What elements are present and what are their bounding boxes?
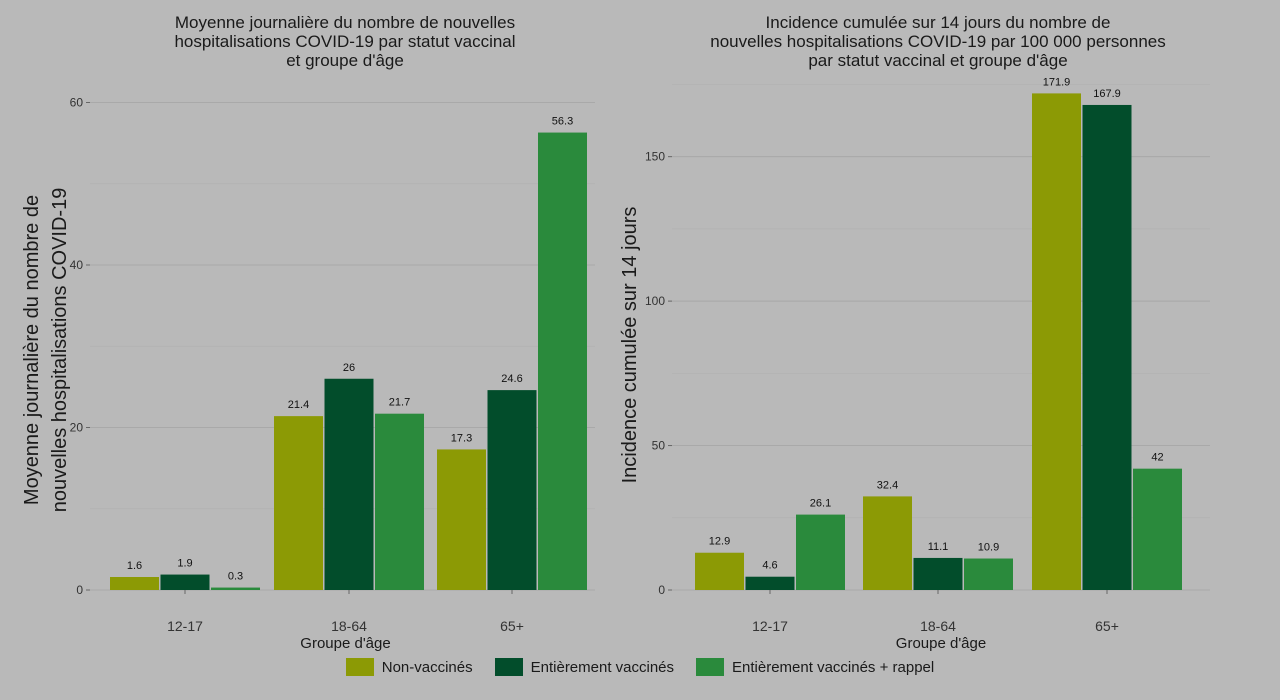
chart-1-x-tick-label-0: 12-17 <box>752 618 788 634</box>
chart-0-data-label-12-17-0: 1.6 <box>127 560 142 572</box>
chart-0-bar-65+-2 <box>538 132 587 590</box>
legend-label-entierement-vaccines: Entièrement vaccinés <box>530 658 675 676</box>
chart-1-y-tick-label-0: 0 <box>658 583 665 597</box>
chart-0-title-line-2: et groupe d'âge <box>286 51 404 70</box>
chart-1-x-tick-label-1: 18-64 <box>920 618 956 634</box>
chart-1-bar-65+-0 <box>1032 93 1081 591</box>
charts-canvas: Moyenne journalière du nombre de nouvell… <box>21 13 1210 652</box>
chart-0-x-axis-label: Groupe d'âge <box>300 635 390 652</box>
chart-1-y-axis-label-line-0: Incidence cumulée sur 14 jours <box>619 207 641 484</box>
chart-1-data-label-12-17-2: 26.1 <box>810 498 831 510</box>
chart-0-data-label-18-64-2: 21.7 <box>389 397 410 409</box>
chart-0-bar-18-64-1 <box>324 378 374 590</box>
chart-0-data-label-65+-0: 17.3 <box>451 432 472 444</box>
chart-1-y-tick-label-1: 50 <box>652 439 666 453</box>
chart-1-title-line-1: nouvelles hospitalisations COVID-19 par … <box>710 32 1166 51</box>
chart-0-data-label-18-64-0: 21.4 <box>288 399 309 411</box>
chart-0-data-label-65+-2: 56.3 <box>552 116 573 128</box>
chart-1-title-line-2: par statut vaccinal et groupe d'âge <box>808 51 1067 70</box>
chart-0-bar-12-17-1 <box>160 574 210 590</box>
chart-0-bar-65+-1 <box>487 390 537 590</box>
chart-0-data-label-12-17-2: 0.3 <box>228 571 243 583</box>
chart-1-data-label-12-17-1: 4.6 <box>762 560 777 572</box>
legend-swatch-entierement-vaccines <box>494 658 523 676</box>
legend-swatch-rappel <box>696 658 725 676</box>
legend: Non-vaccinés Entièrement vaccinés Entièr… <box>0 658 1280 676</box>
chart-1-bar-12-17-1 <box>745 576 795 590</box>
chart-0-data-label-65+-1: 24.6 <box>501 373 522 385</box>
chart-0-bar-12-17-0 <box>110 577 159 590</box>
chart-1-bar-18-64-0 <box>863 496 912 590</box>
chart-0-y-tick-label-1: 20 <box>70 421 84 435</box>
chart-0-bar-65+-0 <box>437 449 486 590</box>
chart-0-bar-18-64-0 <box>274 416 323 590</box>
chart-0-y-tick-label-0: 0 <box>76 583 83 597</box>
legend-swatch-non-vaccines <box>345 658 374 676</box>
chart-1-bar-65+-2 <box>1133 468 1182 590</box>
chart-1-bar-18-64-2 <box>964 558 1013 590</box>
chart-0-y-axis-label-line-1: nouvelles hospitalisations COVID-19 <box>49 188 71 513</box>
chart-1-data-label-18-64-2: 10.9 <box>978 542 999 554</box>
chart-1-y-tick-label-3: 150 <box>645 150 665 164</box>
chart-1-data-label-65+-2: 42 <box>1151 452 1163 464</box>
chart-1-data-label-65+-1: 167.9 <box>1093 88 1121 100</box>
chart-0-bar-18-64-2 <box>375 413 424 590</box>
chart-1-data-label-18-64-1: 11.1 <box>928 541 949 553</box>
chart-1-data-label-65+-0: 171.9 <box>1043 76 1071 88</box>
chart-0-y-tick-label-2: 40 <box>70 258 84 272</box>
chart-0-x-tick-label-1: 18-64 <box>331 618 367 634</box>
chart-1-title-line-0: Incidence cumulée sur 14 jours du nombre… <box>766 13 1111 32</box>
chart-1-bar-12-17-2 <box>796 514 845 590</box>
legend-label-rappel: Entièrement vaccinés + rappel <box>732 658 935 676</box>
chart-1-x-axis-label: Groupe d'âge <box>896 635 986 652</box>
chart-0-x-tick-label-2: 65+ <box>500 618 524 634</box>
chart-1-bar-65+-1 <box>1082 104 1132 590</box>
chart-0-data-label-12-17-1: 1.9 <box>177 558 192 570</box>
chart-1-bar-12-17-0 <box>695 552 744 590</box>
chart-1-y-tick-label-2: 100 <box>645 294 665 308</box>
legend-item-non-vaccines: Non-vaccinés <box>345 658 473 676</box>
chart-0-x-tick-label-0: 12-17 <box>167 618 203 634</box>
chart-1-data-label-12-17-0: 12.9 <box>709 536 730 548</box>
chart-0-data-label-18-64-1: 26 <box>343 362 355 374</box>
chart-1-data-label-18-64-0: 32.4 <box>877 479 898 491</box>
chart-0-y-axis-label-line-0: Moyenne journalière du nombre de <box>21 195 43 505</box>
chart-0-title-line-0: Moyenne journalière du nombre de nouvell… <box>175 13 515 32</box>
legend-item-entierement-vaccines: Entièrement vaccinés <box>494 658 675 676</box>
chart-0-y-tick-label-3: 60 <box>70 96 84 110</box>
chart-1-bar-18-64-1 <box>913 557 963 590</box>
legend-item-rappel: Entièrement vaccinés + rappel <box>696 658 934 676</box>
chart-0-title-line-1: hospitalisations COVID-19 par statut vac… <box>174 32 515 51</box>
chart-0-bar-12-17-2 <box>211 587 260 590</box>
chart-1-x-tick-label-2: 65+ <box>1095 618 1119 634</box>
legend-label-non-vaccines: Non-vaccinés <box>381 658 473 676</box>
